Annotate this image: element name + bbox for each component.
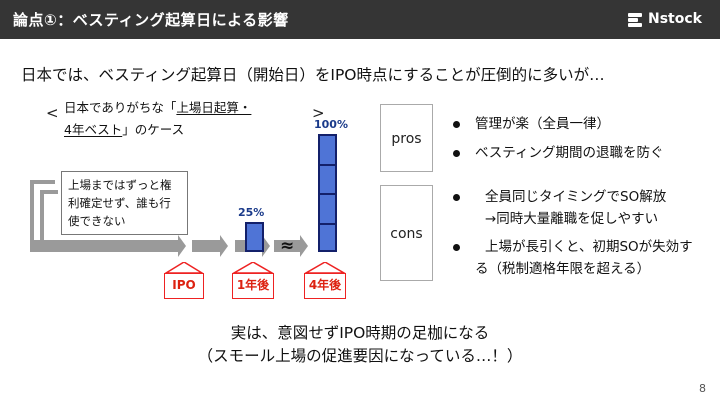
bullet-icon (453, 244, 460, 251)
lead-text: 日本では、ベスティング起算日（開始日）をIPO時点にすることが圧倒的に多いが… (21, 66, 605, 84)
header-bar (0, 0, 720, 39)
case-suffix: 」のケース (122, 122, 185, 137)
conclusion-line-2: （スモール上場の促進要因になっている…！） (197, 347, 523, 365)
bar-percent-label: 25% (238, 206, 265, 219)
timeline-bracket-inner-top (40, 190, 58, 194)
bullet-icon (453, 194, 460, 201)
bullet-icon (453, 121, 460, 128)
slide-title: 論点①：ベスティング起算日による影響 (13, 11, 289, 29)
note-line: 利確定せず、誰も行 (68, 196, 171, 210)
case-prefix: 日本でありがちな「 (64, 100, 177, 115)
nstock-logo: Nstock (628, 11, 708, 29)
label-ipo: IPO (164, 273, 204, 299)
timeline-bracket-outer-top (30, 180, 55, 184)
case-underlined-2: 4年ベスト (64, 122, 123, 137)
case-bracket-left: < (46, 104, 59, 122)
bar-percent-label: 100% (314, 118, 348, 131)
pros-box: pros (380, 104, 433, 172)
label-1yr: 1年後 (232, 273, 274, 299)
case-underlined-1: 上場日起算・ (176, 100, 252, 115)
bar-segment-divider (320, 223, 335, 225)
timeline-arrow-1 (30, 235, 186, 257)
pros-item: ベスティング期間の退職を防ぐ (453, 142, 663, 164)
timeline-bracket-outer-vertical (30, 180, 34, 250)
vesting-bar-1yr (245, 222, 264, 252)
cons-box: cons (380, 185, 433, 281)
timeline-arrows (30, 235, 308, 257)
label-4yr: 4年後 (304, 273, 346, 299)
timeline-arrow-2 (192, 235, 228, 257)
logo-text: Nstock (648, 11, 702, 27)
logo-stack-icon (628, 13, 642, 27)
vesting-bar-4yr (318, 134, 337, 252)
note-line: 上場まではずっと権 (68, 178, 172, 192)
case-bracket-right: > (312, 104, 325, 122)
bar-segment-divider (320, 164, 335, 166)
page-number: 8 (699, 382, 706, 395)
cons-item: 全員同じタイミングでSO解放 →同時大量離職を促しやすい (453, 186, 666, 230)
cons-item: 上場が長引くと、初期SOが失効す る（税制適格年限を超える） (453, 236, 693, 280)
timeline-bracket-inner-vertical (40, 190, 44, 248)
bar-segment-divider (320, 193, 335, 195)
timeline-arrow-4 (274, 235, 308, 257)
time-break-mark: ≈ (280, 236, 295, 256)
note-box: 上場まではずっと権 利確定せず、誰も行 使できない (61, 171, 188, 235)
note-line: 使できない (68, 214, 126, 228)
case-title: 日本でありがちな「上場日起算・ 4年ベスト」のケース (64, 97, 251, 141)
conclusion-line-1: 実は、意図せずIPO時期の足枷になる (230, 324, 490, 342)
bullet-icon (453, 150, 460, 157)
pros-item: 管理が楽（全員一律） (453, 113, 610, 135)
